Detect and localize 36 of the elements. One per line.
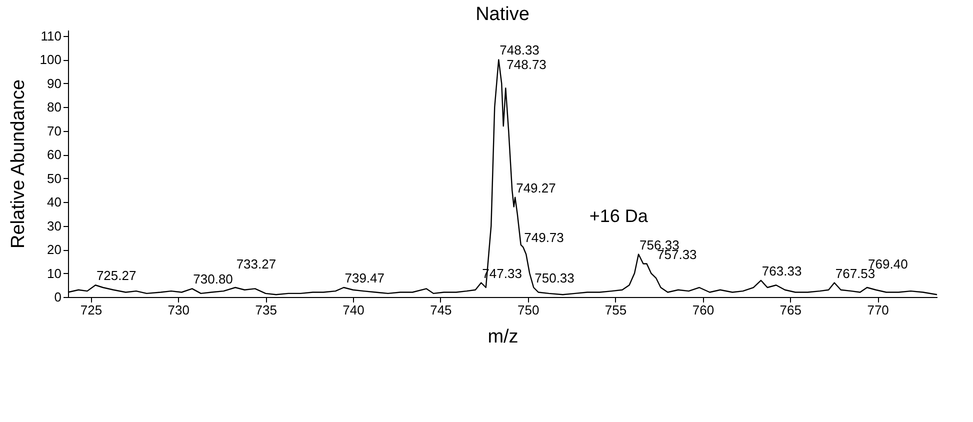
annotation: +16 Da — [589, 206, 649, 226]
y-tick-label: 40 — [47, 194, 62, 210]
annotation: 750.33 — [534, 270, 574, 286]
x-tick-label: 740 — [342, 302, 364, 318]
y-tick-label: 20 — [47, 242, 62, 258]
x-tick-label: 760 — [692, 302, 714, 318]
annotation: 749.27 — [516, 180, 556, 196]
y-tick-label: 30 — [47, 218, 62, 234]
y-tick-label: 80 — [47, 100, 62, 115]
annotation: 749.73 — [524, 230, 564, 246]
annotation: 730.80 — [193, 272, 233, 287]
annotation: 733.27 — [236, 256, 276, 272]
x-tick-label: 730 — [168, 302, 190, 318]
y-tick-label: 0 — [54, 290, 62, 304]
x-tick-label: 725 — [80, 302, 102, 318]
y-axis-title: Relative Abundance — [8, 79, 29, 249]
annotation: 739.47 — [344, 270, 385, 286]
annotation: 763.33 — [762, 263, 802, 278]
y-tick-label: 90 — [47, 76, 62, 91]
annotation: 748.33 — [500, 42, 540, 58]
x-tick-label: 770 — [867, 302, 889, 318]
y-tick-label: 10 — [47, 266, 62, 281]
annotation: 748.73 — [506, 57, 546, 72]
y-tick-label: 70 — [47, 123, 62, 138]
x-axis-title: m/z — [488, 326, 518, 348]
y-tick-label: 50 — [47, 170, 62, 186]
y-tick-label: 60 — [47, 147, 62, 162]
y-tick-label: 110 — [40, 28, 62, 44]
x-tick-label: 765 — [780, 302, 802, 318]
x-tick-label: 755 — [604, 302, 627, 318]
y-tick-label: 100 — [40, 52, 62, 68]
chart-title: Native — [476, 4, 530, 25]
x-tick-label: 735 — [255, 302, 277, 318]
annotation: 725.27 — [96, 268, 136, 284]
x-tick-label: 745 — [430, 302, 452, 318]
x-tick-label: 750 — [518, 302, 540, 318]
